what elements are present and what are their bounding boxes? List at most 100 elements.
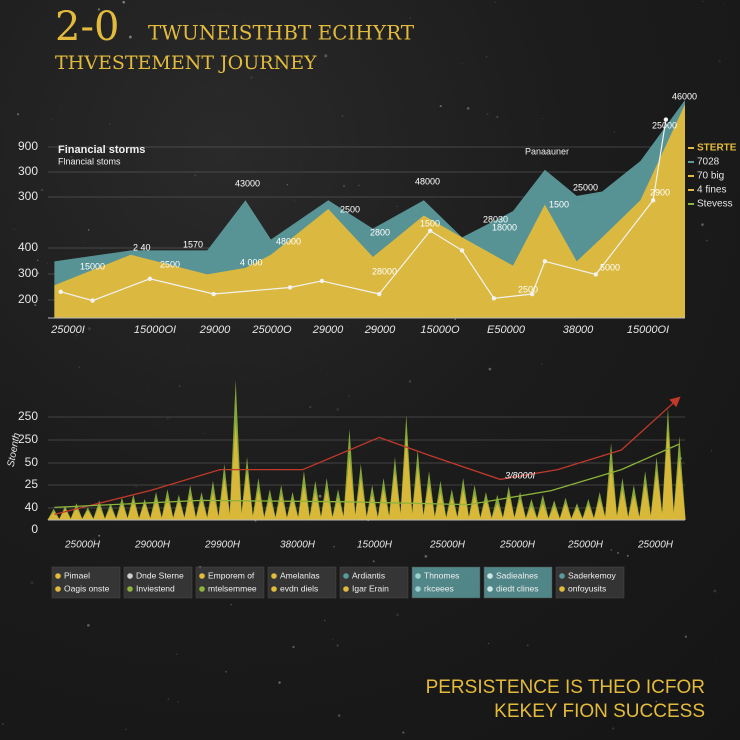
x-axis-label: 25000H xyxy=(499,540,536,551)
chalk-speck xyxy=(396,613,399,617)
chalk-speck xyxy=(37,259,39,261)
trend-line xyxy=(54,443,679,509)
chalk-speck xyxy=(244,20,245,21)
chalk-speck xyxy=(520,10,522,12)
legend-dot xyxy=(343,573,349,579)
chalk-speck xyxy=(724,3,725,5)
chalk-speck xyxy=(655,700,657,703)
bar xyxy=(616,489,629,520)
legend-box-label: diedt clines xyxy=(496,583,539,593)
chalk-speck xyxy=(433,326,434,327)
legend-box-label: evdn diels xyxy=(280,583,318,593)
chalk-speck xyxy=(396,205,398,208)
legend-box xyxy=(483,566,553,599)
bar xyxy=(650,471,663,520)
line-point xyxy=(542,259,548,264)
chalk-speck xyxy=(225,670,227,673)
chalk-speck xyxy=(87,624,90,627)
legend-dot xyxy=(559,573,565,579)
legend-box-label: Saderkemoy xyxy=(568,570,616,580)
annotation: 25000 xyxy=(652,120,677,130)
chalk-speck xyxy=(178,385,181,388)
chalk-speck xyxy=(98,534,101,537)
chalk-speck xyxy=(0,359,1,362)
bar xyxy=(92,506,106,520)
chalk-speck xyxy=(97,8,101,11)
chalk-speck xyxy=(16,113,20,116)
bar xyxy=(218,478,231,520)
bar xyxy=(104,507,117,520)
bar xyxy=(127,500,140,520)
header-title: TWUNEISTHBT ECIHYRT xyxy=(148,21,415,45)
bar xyxy=(309,492,322,520)
chalk-speck xyxy=(370,327,373,330)
legend-dot xyxy=(199,573,205,579)
chalk-speck xyxy=(292,645,295,649)
line-point xyxy=(650,198,656,203)
annotation: 48000 xyxy=(276,236,301,246)
chalk-speck xyxy=(496,115,499,118)
legend-box xyxy=(555,566,625,599)
chalk-speck xyxy=(702,0,704,2)
x-axis-label: E50000 xyxy=(487,324,526,336)
chalk-speck xyxy=(613,131,616,133)
bar xyxy=(58,508,72,520)
chalk-speck xyxy=(309,406,312,409)
header-number: 2-0 xyxy=(55,4,119,50)
bar xyxy=(570,507,584,520)
chalk-speck xyxy=(167,698,169,700)
legend-box-label: mtelsemmee xyxy=(208,583,257,593)
annotation: 1500 xyxy=(549,199,569,209)
x-axis-label: 29000 xyxy=(199,324,231,336)
chalk-speck xyxy=(204,432,205,434)
bar xyxy=(627,494,641,520)
bar xyxy=(434,492,447,520)
legend-label: STERTE xyxy=(697,143,737,154)
legend-dot xyxy=(271,586,277,592)
chalk-speck xyxy=(109,123,111,125)
x-axis-label: 25000I xyxy=(50,324,85,336)
bar xyxy=(70,507,83,520)
annotation: 3/8000I xyxy=(505,470,536,480)
x-axis-label: 29000H xyxy=(134,540,171,551)
legend-box-label: Oagis onste xyxy=(64,583,110,593)
chalk-speck xyxy=(230,603,232,606)
chalk-speck xyxy=(187,350,188,352)
chalk-speck xyxy=(527,644,529,646)
bar xyxy=(377,489,390,520)
legend-box-label: rkceees xyxy=(424,583,454,593)
chalk-speck xyxy=(486,646,488,648)
chalk-speck xyxy=(13,228,16,231)
chalk-speck xyxy=(135,486,137,488)
x-axis-label: 25000H xyxy=(567,540,604,551)
x-axis-label: 15000OI xyxy=(627,324,669,336)
chalk-speck xyxy=(332,638,334,641)
chalk-speck xyxy=(124,27,126,28)
chalk-speck xyxy=(242,377,243,378)
line-point xyxy=(491,296,497,301)
chalk-speck xyxy=(530,472,532,474)
legend-box xyxy=(123,566,193,599)
bar xyxy=(343,457,356,520)
chalk-speck xyxy=(409,17,411,19)
chalk-speck xyxy=(424,554,428,558)
x-axis-label: 25000O xyxy=(251,324,292,336)
chalk-speck xyxy=(30,581,34,585)
line-point xyxy=(529,291,535,297)
legend-dot xyxy=(127,573,133,579)
line-point xyxy=(663,117,669,122)
bar xyxy=(559,503,572,520)
footer-line: KEKEY FION SUCCESS xyxy=(494,701,705,722)
legend-dot xyxy=(487,586,493,592)
chart-label: Flnancial stoms xyxy=(58,156,121,166)
chalk-speck xyxy=(584,100,586,102)
bar xyxy=(331,497,345,520)
legend-box-label: Sadiealnes xyxy=(496,570,538,580)
area xyxy=(54,104,686,318)
chalk-speck xyxy=(439,105,442,108)
x-axis-label: 25000H xyxy=(429,540,466,551)
y-axis-label: 25 xyxy=(25,477,39,491)
y-axis-label: 300 xyxy=(18,189,38,203)
bar xyxy=(673,457,686,520)
chalk-speck xyxy=(255,466,256,467)
